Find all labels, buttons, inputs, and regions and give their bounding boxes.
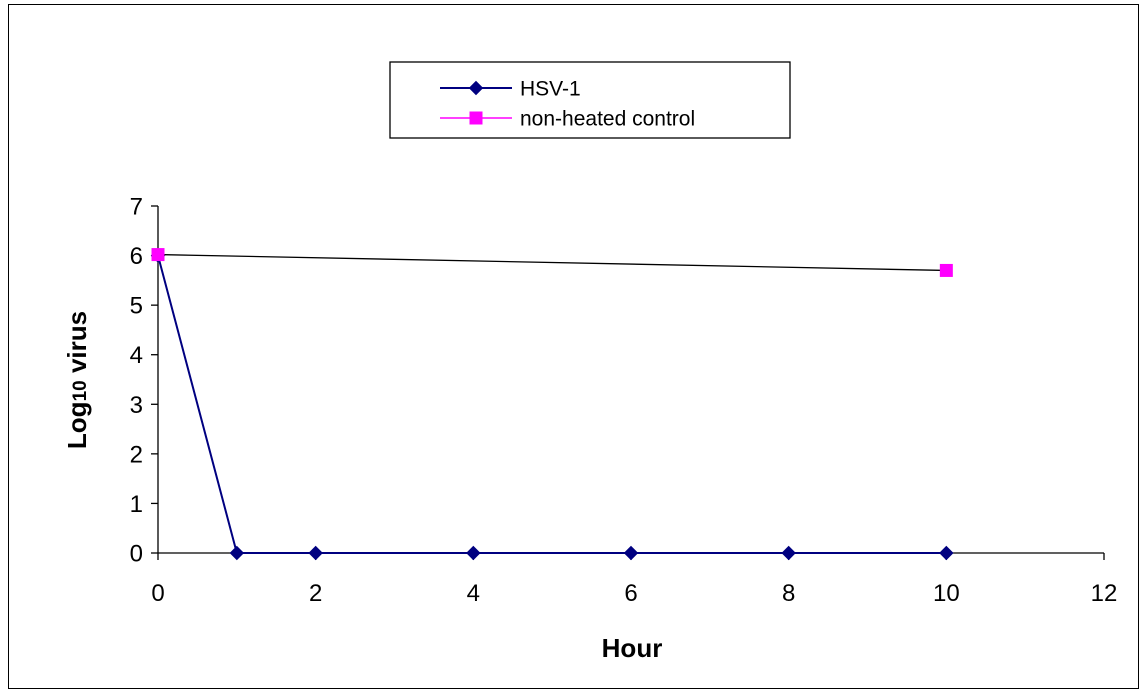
data-point (229, 545, 245, 561)
data-point (939, 263, 953, 277)
x-tick-label: 12 (1091, 580, 1118, 607)
series-1 (150, 248, 954, 561)
legend-marker (469, 111, 483, 125)
legend-label: HSV-1 (520, 78, 581, 101)
data-point (781, 545, 796, 561)
x-axis-title: Hour (602, 633, 663, 663)
y-axis-title-rest: virus (62, 311, 92, 380)
legend-entry: HSV-1 (440, 78, 581, 101)
y-axis-title-main: Log (62, 401, 92, 449)
data-point (466, 545, 481, 561)
y-tick-label: 0 (130, 541, 143, 568)
y-axis-title-subscript: 10 (70, 380, 91, 401)
x-tick-label: 6 (624, 580, 637, 607)
x-tick-label: 8 (782, 580, 795, 607)
legend-marker (468, 80, 484, 96)
y-tick-label: 6 (130, 243, 143, 270)
data-point (151, 248, 165, 262)
y-tick-label: 3 (130, 392, 143, 419)
data-point (623, 545, 639, 561)
legend-entry: non-heated control (440, 108, 695, 131)
x-tick-label: 2 (309, 580, 322, 607)
x-tick-label: 10 (933, 580, 960, 607)
y-tick-label: 7 (130, 194, 143, 221)
legend-box (389, 61, 791, 139)
x-tick-label: 0 (151, 580, 164, 607)
series-2 (151, 248, 953, 277)
y-tick-label: 5 (130, 293, 143, 320)
series-line (157, 253, 947, 272)
legend-label: non-heated control (520, 108, 695, 131)
data-point (939, 545, 954, 561)
y-tick-label: 4 (130, 342, 143, 369)
y-axis-title: Log10 virus (62, 311, 92, 449)
legend-items: HSV-1 non-heated control (440, 78, 695, 131)
x-tick-label: 4 (467, 580, 480, 607)
y-tick-label: 2 (130, 441, 143, 468)
series-layer (150, 248, 954, 561)
data-point (308, 545, 323, 561)
y-tick-label: 1 (130, 491, 143, 518)
legend: HSV-1 non-heated control (389, 61, 791, 139)
series-line (157, 255, 947, 554)
